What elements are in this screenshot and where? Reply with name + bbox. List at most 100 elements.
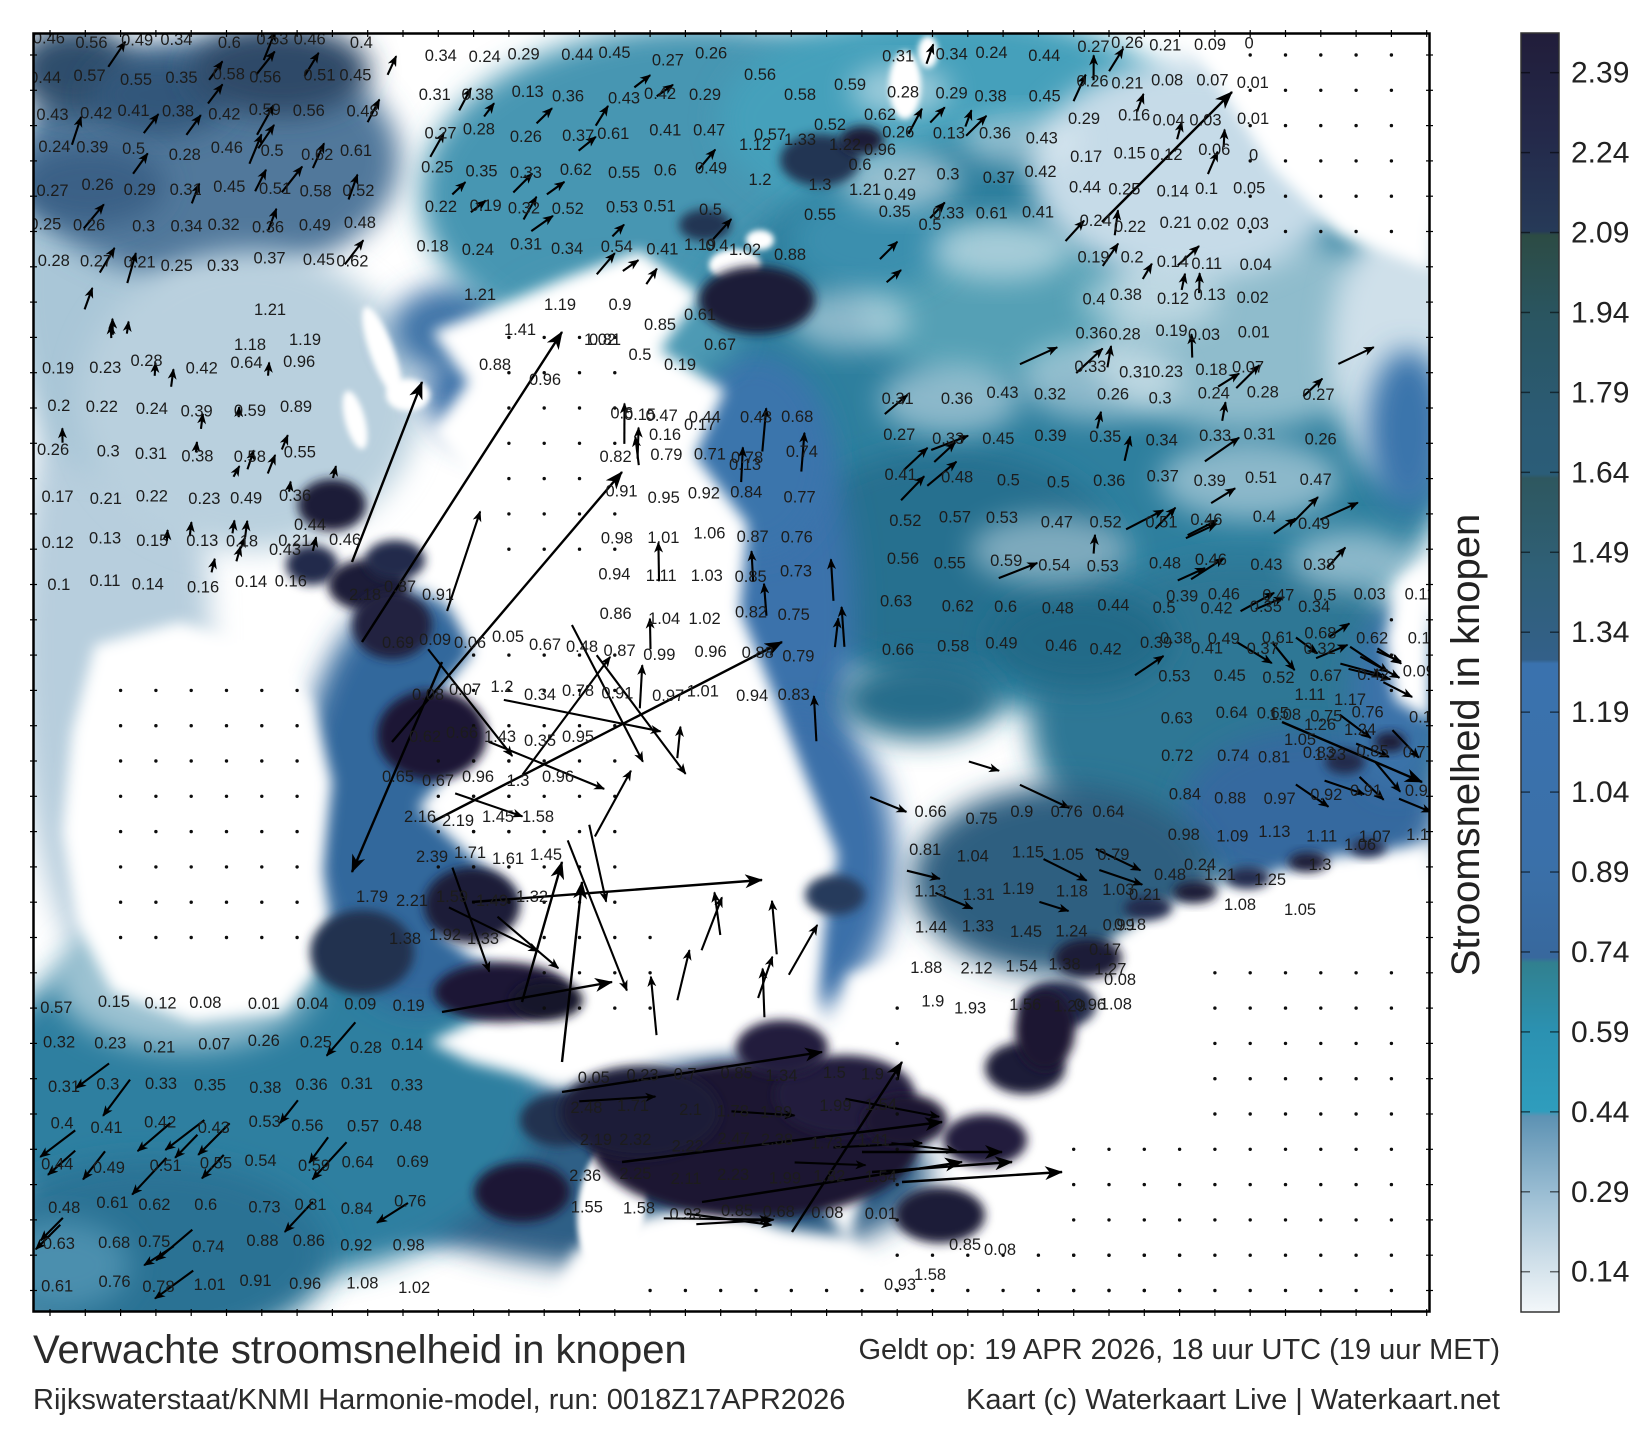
speed-value: 1.03 [1102, 881, 1134, 899]
speed-value: 0.79 [782, 648, 814, 666]
speed-value: 0.74 [1217, 747, 1249, 765]
speed-value: 1.78 [717, 1103, 749, 1121]
strong-current-patch [895, 1187, 985, 1243]
colorbar [1520, 32, 1560, 1313]
speed-value: 1.54 [1006, 958, 1038, 976]
speed-value: 1.79 [356, 888, 388, 906]
speed-value: 0.08 [1104, 971, 1136, 989]
speed-value: 0.18 [1114, 916, 1146, 934]
speed-value: 0.47 [1041, 514, 1073, 532]
speed-value: 0.42 [186, 360, 218, 378]
speed-value: 0.49 [230, 490, 262, 508]
speed-value: 0.38 [975, 87, 1007, 105]
speed-value: 0.59 [990, 552, 1022, 570]
speed-value: 0.23 [188, 490, 220, 508]
speed-value: 1.03 [691, 567, 723, 585]
sea-color-field [1020, 340, 1180, 420]
speed-value: 0.93 [884, 1276, 916, 1294]
speed-value: 1.71 [617, 1097, 649, 1115]
strong-current-patch [424, 867, 520, 943]
speed-value: 0.32 [1034, 386, 1066, 404]
colorbar-axis-label: Stroomsnelheid in knopen [1444, 514, 1488, 977]
speed-value: 0.36 [552, 87, 584, 105]
speed-value: 0.48 [1149, 554, 1181, 572]
speed-value: 2.32 [619, 1131, 651, 1149]
speed-value: 0.24 [469, 48, 501, 66]
speed-value: 0.38 [181, 447, 213, 465]
colorbar-tick-label: 1.79 [1571, 376, 1629, 409]
speed-value: 1.43 [484, 728, 516, 746]
speed-value: 0.41 [1191, 639, 1223, 657]
speed-value: 0.49 [299, 217, 331, 235]
speed-value: 0.17 [41, 488, 73, 506]
speed-value: 0.26 [248, 1032, 280, 1050]
sea-color-field [1080, 270, 1220, 330]
speed-value: 1.08 [1269, 706, 1301, 724]
speed-value: 0.37 [1147, 467, 1179, 485]
colorbar-tick-label: 0.89 [1571, 856, 1629, 889]
speed-value: 1.08 [1100, 996, 1132, 1014]
speed-value: 0.85 [735, 568, 767, 586]
speed-value: 1.23 [1314, 746, 1346, 764]
speed-value: 0.38 [249, 1079, 281, 1097]
speed-value: 0.53 [1087, 558, 1119, 576]
speed-value: 0.88 [246, 1232, 278, 1250]
strong-current-patch [474, 1162, 570, 1222]
speed-value: 0.84 [730, 483, 762, 501]
speed-value: 0.58 [937, 638, 969, 656]
speed-value: 0.42 [1200, 599, 1232, 617]
speed-value: 0.27 [652, 51, 684, 69]
speed-value: 0.55 [804, 206, 836, 224]
speed-value: 0.48 [1042, 599, 1074, 617]
speed-value: 0.06 [1198, 141, 1230, 159]
speed-value: 0.24 [38, 138, 70, 156]
speed-value: 0.12 [42, 534, 74, 552]
speed-value: 0.5 [1153, 599, 1176, 617]
speed-value: 0.1 [1195, 180, 1218, 198]
colorbar-tick-label: 2.09 [1571, 217, 1629, 250]
speed-value: 0.35 [1089, 428, 1121, 446]
speed-value: 0.34 [936, 46, 968, 64]
speed-value: 0.64 [1216, 704, 1248, 722]
speed-value: 0.85 [721, 1202, 753, 1220]
speed-value: 0.41 [885, 466, 917, 484]
speed-value: 0.52 [814, 116, 846, 134]
speed-value: 0.48 [740, 408, 772, 426]
speed-value: 1.21 [254, 301, 286, 319]
island [386, 379, 430, 411]
speed-value: 0.35 [465, 163, 497, 181]
speed-value: 0.42 [144, 1114, 176, 1132]
speed-value: 0.45 [1029, 88, 1061, 106]
speed-value: 0.49 [1208, 630, 1240, 648]
speed-value: 1.82 [813, 1167, 845, 1185]
speed-value: 0.25 [1108, 180, 1140, 198]
speed-value: 0.24 [1198, 384, 1230, 402]
speed-value: 0.43 [986, 384, 1018, 402]
speed-value: 0.23 [89, 359, 121, 377]
speed-value: 0.84 [1169, 786, 1201, 804]
speed-value: 0.75 [966, 810, 998, 828]
speed-value: 2.12 [960, 959, 992, 977]
speed-value: 1.08 [346, 1275, 378, 1293]
speed-value: 0.28 [1109, 326, 1141, 344]
speed-value: 0.4 [706, 237, 729, 255]
speed-value: 0.16 [1118, 106, 1150, 124]
speed-value: 1.19 [289, 331, 321, 349]
speed-value: 1.45 [1010, 923, 1042, 941]
speed-value: 1.07 [1359, 828, 1391, 846]
speed-value: 0.01 [248, 995, 280, 1013]
speed-value: 0.26 [37, 441, 69, 459]
speed-value: 0.74 [192, 1238, 224, 1256]
speed-value: 0.78 [562, 682, 594, 700]
sea-color-field [930, 220, 1070, 280]
speed-value: 2.39 [416, 848, 448, 866]
speed-value: 0.33 [932, 204, 964, 222]
colorbar-tick-label: 2.39 [1571, 57, 1629, 90]
speed-value: 0.21 [143, 1038, 175, 1056]
speed-value: 0.81 [1258, 749, 1290, 767]
speed-value: 0.97 [652, 687, 684, 705]
speed-value: 1.34 [765, 1067, 797, 1085]
speed-value: 0.31 [882, 47, 914, 65]
speed-value: 0.36 [941, 390, 973, 408]
speed-value: 0.57 [939, 509, 971, 527]
